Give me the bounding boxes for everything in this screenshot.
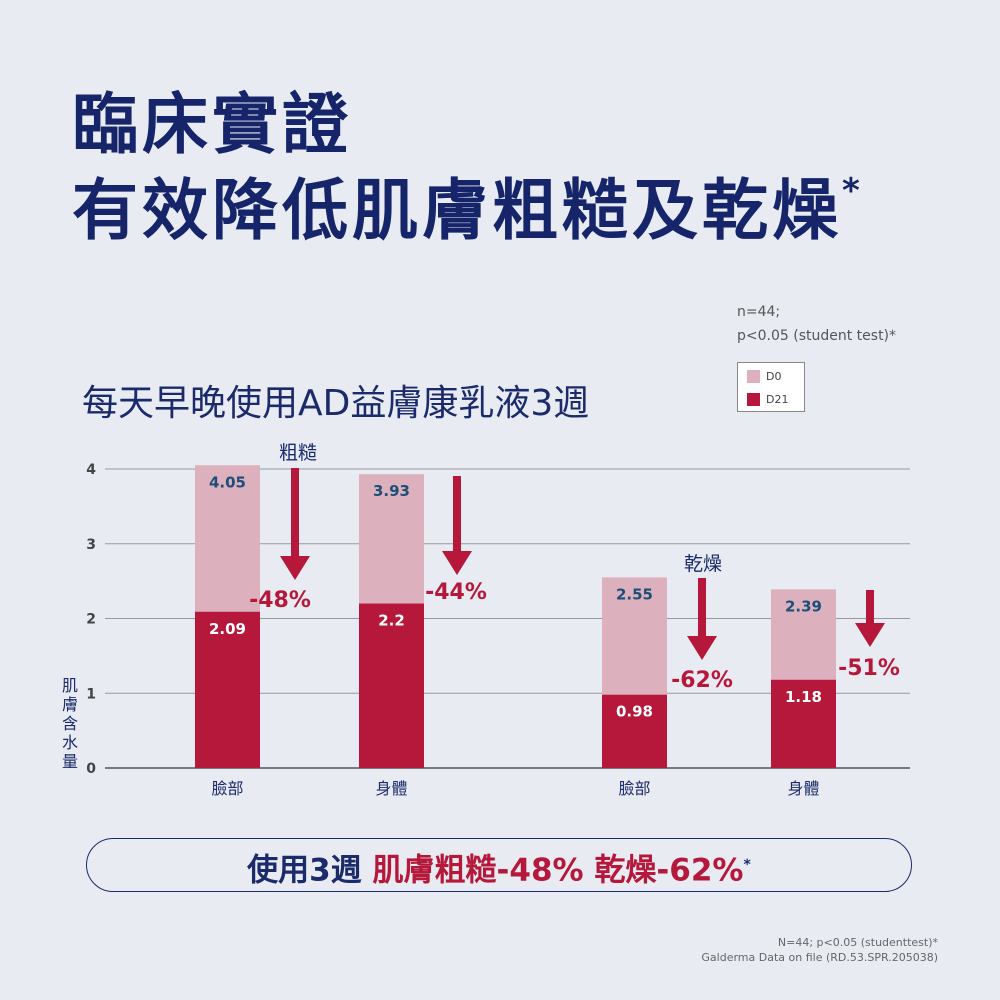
bar-d21 bbox=[602, 694, 667, 768]
data-label-d0: 2.39 bbox=[785, 597, 822, 615]
x-tick-label: 臉部 bbox=[618, 779, 650, 798]
change-label: -48% bbox=[249, 588, 311, 613]
data-label-d0: 4.05 bbox=[209, 473, 246, 491]
data-label-d21: 2.09 bbox=[209, 620, 246, 638]
legend-label: D21 bbox=[766, 392, 789, 406]
x-tick-label: 身體 bbox=[787, 779, 819, 798]
y-tick-label: 2 bbox=[86, 612, 96, 628]
data-label-d0: 3.93 bbox=[373, 482, 410, 500]
legend-swatch-d0 bbox=[747, 369, 760, 383]
legend-d0: D0 bbox=[747, 366, 804, 386]
down-arrow-icon bbox=[442, 551, 472, 575]
note-n: n=44; bbox=[737, 304, 781, 320]
x-tick-label: 身體 bbox=[375, 779, 407, 798]
bar-d21 bbox=[359, 603, 424, 768]
note-p: p<0.05 (student test)* bbox=[737, 328, 897, 344]
title-text: 有效降低肌膚粗糙及乾燥 bbox=[72, 172, 842, 249]
down-arrow-icon bbox=[855, 623, 885, 647]
change-label: -51% bbox=[838, 656, 900, 681]
footer: N=44; p<0.05 (studenttest)* Galderma Data… bbox=[701, 935, 938, 965]
footer-line1: N=44; p<0.05 (studenttest)* bbox=[777, 936, 938, 949]
y-tick-label: 0 bbox=[86, 761, 96, 777]
group-label: 乾燥 bbox=[684, 553, 722, 575]
legend-swatch-d21 bbox=[747, 392, 760, 406]
footer-line2: Galderma Data on file (RD.53.SPR.205038) bbox=[701, 951, 938, 964]
data-label-d0: 2.55 bbox=[616, 585, 653, 603]
data-label-d21: 0.98 bbox=[616, 703, 653, 721]
banner-highlight: 肌膚粗糙-48% 乾燥-62% bbox=[372, 852, 744, 889]
x-tick-label: 臉部 bbox=[211, 779, 243, 798]
subtitle: 每天早晚使用AD益膚康乳液3週 bbox=[82, 383, 590, 424]
banner-asterisk: * bbox=[743, 857, 751, 873]
y-tick-label: 4 bbox=[86, 462, 96, 478]
title-line2: 有效降低肌膚粗糙及乾燥* bbox=[72, 174, 864, 244]
summary-banner: 使用3週 肌膚粗糙-48% 乾燥-62%* bbox=[86, 838, 912, 892]
title-line1: 臨床實證 bbox=[72, 86, 352, 163]
data-label-d21: 2.2 bbox=[378, 612, 405, 630]
title-asterisk: * bbox=[842, 171, 864, 211]
change-label: -44% bbox=[425, 580, 487, 605]
legend: D0 D21 bbox=[737, 362, 805, 412]
banner-prefix: 使用3週 bbox=[247, 852, 373, 889]
down-arrow-icon bbox=[687, 636, 717, 660]
legend-label: D0 bbox=[766, 369, 782, 383]
down-arrow-icon bbox=[280, 556, 310, 580]
data-label-d21: 1.18 bbox=[785, 688, 822, 706]
bar-d21 bbox=[771, 679, 836, 768]
y-tick-label: 1 bbox=[86, 686, 96, 702]
change-label: -62% bbox=[671, 668, 733, 693]
y-axis-label: 肌膚含水量 bbox=[62, 676, 79, 771]
legend-d21: D21 bbox=[747, 389, 804, 409]
stat-note: n=44; p<0.05 (student test)* bbox=[737, 300, 896, 348]
bar-d21 bbox=[195, 611, 260, 768]
group-label: 粗糙 bbox=[279, 442, 317, 464]
y-tick-label: 3 bbox=[86, 537, 96, 553]
